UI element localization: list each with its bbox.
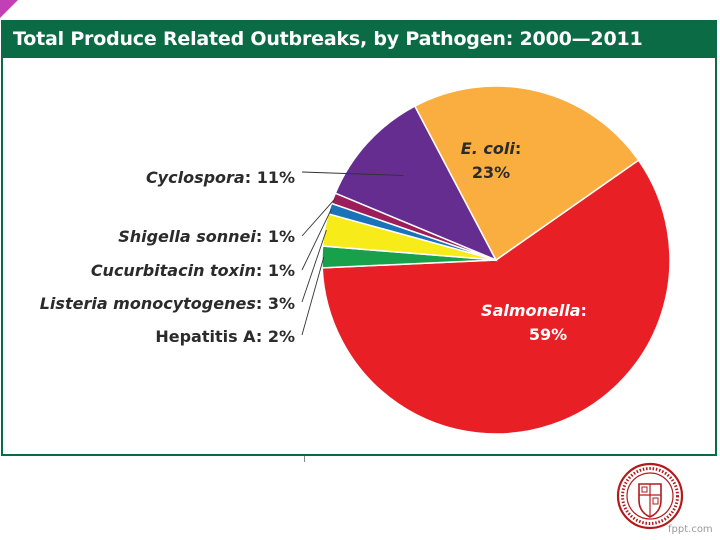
label-cucurbitacin: Cucurbitacin toxin: 1% [91, 261, 295, 280]
chart-header: Total Produce Related Outbreaks, by Path… [3, 22, 715, 58]
value-salmonella: 59% [529, 325, 567, 344]
label-listeria: Listeria monocytogenes: 3% [40, 294, 295, 313]
label-salmonella: Salmonella: [481, 301, 587, 320]
leader-line-cucurbitacin-toxin [301, 208, 332, 271]
leader-line-cyclospora [301, 171, 404, 176]
label-ecoli: E. coli: [461, 139, 521, 158]
chart-title: Total Produce Related Outbreaks, by Path… [13, 28, 643, 50]
value-ecoli: 23% [472, 163, 510, 182]
label-cyclospora: Cyclospora: 11% [146, 168, 295, 187]
pie-slice-e-coli [413, 85, 640, 262]
pie-slice-salmonella [321, 159, 671, 435]
divider-tick [304, 456, 305, 462]
leader-line-listeria-monocytogenes [301, 229, 327, 303]
corner-decoration [0, 0, 18, 18]
pie-slice-cyclospora [334, 105, 498, 262]
label-hepatitis: Hepatitis A: 2% [155, 327, 295, 346]
leader-line-shigella-sonnei [301, 198, 336, 237]
university-seal-logo [616, 462, 684, 530]
label-shigella: Shigella sonnei: 1% [118, 227, 295, 246]
watermark: fppt.com [668, 524, 713, 535]
leader-line-hepatitis-a [301, 256, 325, 336]
